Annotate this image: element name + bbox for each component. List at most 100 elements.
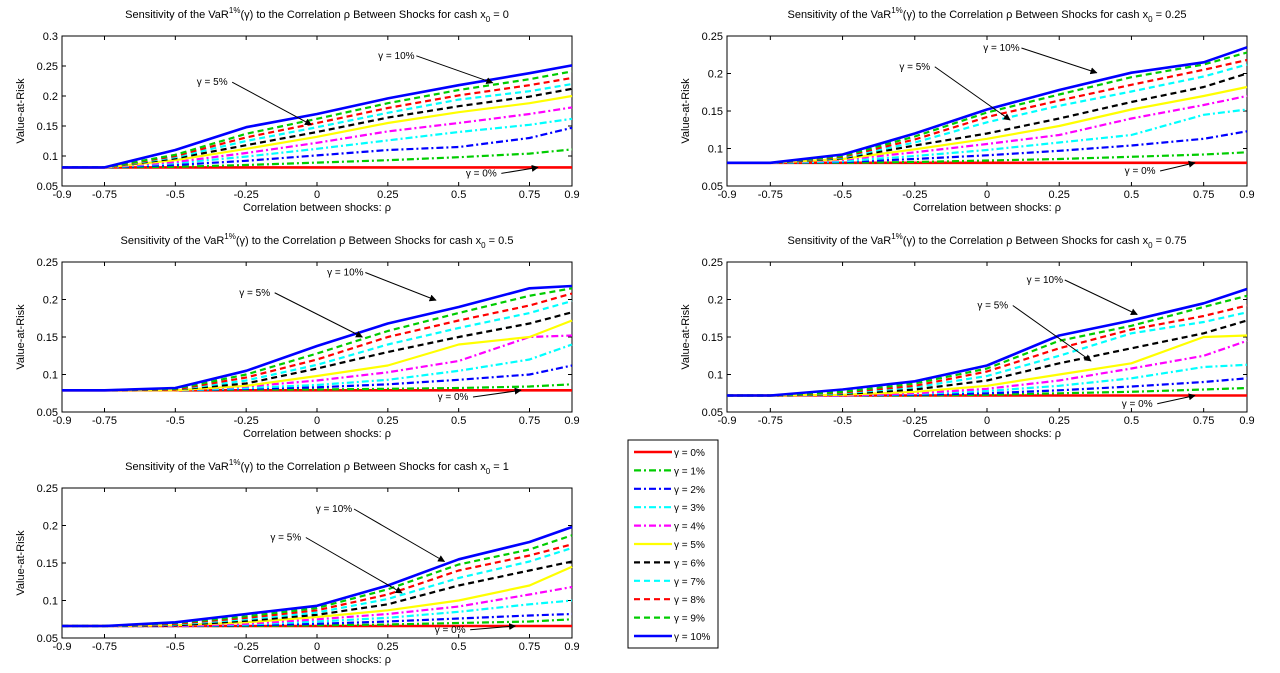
series-line-gamma-5 (727, 85, 1248, 164)
x-tick-label: 0.25 (377, 415, 398, 427)
chart-title: Sensitivity of the VaR1%(γ) to the Corre… (787, 6, 1186, 24)
x-tick-label: 0.5 (451, 189, 466, 201)
y-axis-label: Value-at-Risk (680, 78, 692, 144)
x-tick-label: -0.9 (53, 189, 72, 201)
series-line-gamma-9 (62, 70, 573, 169)
annotation-label: γ = 5% (270, 533, 301, 544)
y-tick-label: 0.25 (37, 483, 58, 495)
x-tick-label: 0 (314, 641, 320, 653)
y-tick-label: 0.05 (37, 407, 58, 419)
x-tick-label: -0.5 (166, 415, 185, 427)
series-line-gamma-10 (62, 525, 573, 628)
chart-title: Sensitivity of the VaR1%(γ) to the Corre… (787, 232, 1186, 250)
plot-area (726, 261, 1248, 413)
series-line-gamma-8 (727, 304, 1248, 397)
chart-title-suffix: = 0 (490, 9, 509, 21)
y-tick-label: 0.25 (702, 257, 723, 269)
x-tick-label: -0.9 (53, 641, 72, 653)
y-tick-label: 0.15 (37, 332, 58, 344)
x-tick-label: 0.9 (1239, 415, 1254, 427)
chart-title-sup: 1% (229, 458, 241, 467)
annotation-label: γ = 10% (378, 51, 415, 62)
chart-title-prefix: Sensitivity of the VaR (125, 461, 229, 473)
chart-title-sub: 0 (1148, 15, 1153, 24)
chart-title-suffix: = 0.5 (486, 235, 514, 247)
y-tick-label: 0.15 (37, 121, 58, 133)
annotation-arrow (305, 537, 403, 594)
subplot-3: -0.9 -0.75 -0.5 -0.25 0 0.25 0.5 0.75 0.9 0.05 0.1… (15, 232, 580, 440)
chart-title-sup: 1% (891, 232, 903, 241)
chart-title-prefix: Sensitivity of the VaR (121, 235, 225, 247)
chart-title: Sensitivity of the VaR1%(γ) to the Corre… (121, 232, 514, 250)
series-line-gamma-8 (62, 292, 573, 392)
x-tick-label: 0.9 (564, 641, 579, 653)
y-tick-label: 0.05 (37, 633, 58, 645)
x-tick-label: -0.75 (92, 189, 117, 201)
x-tick-label: 0.5 (451, 415, 466, 427)
chart-title-sub: 0 (486, 15, 491, 24)
chart-title-sup: 1% (224, 232, 236, 241)
x-tick-label: -0.5 (833, 415, 852, 427)
series-line-gamma-4 (727, 94, 1248, 164)
x-tick-label: 0.5 (1124, 415, 1139, 427)
x-tick-label: 0.25 (1049, 415, 1070, 427)
chart-title-suffix: = 0.25 (1153, 9, 1187, 21)
x-tick-label: -0.75 (758, 415, 783, 427)
subplot-2: -0.9 -0.75 -0.5 -0.25 0 0.25 0.5 0.75 0.9 0.05 0.1… (680, 6, 1255, 214)
x-tick-label: 0.75 (519, 641, 540, 653)
chart-title-mid: (γ) to the Correlation ρ Between Shocks … (903, 235, 1149, 247)
series-line-gamma-7 (727, 63, 1248, 164)
y-tick-label: 0.1 (708, 144, 723, 156)
chart-title: Sensitivity of the VaR1%(γ) to the Corre… (125, 458, 509, 476)
annotation-label: γ = 0% (466, 168, 497, 179)
annotation-label: γ = 5% (197, 77, 228, 88)
annotation-arrow (1064, 279, 1138, 315)
legend-entry: γ = 9% (674, 614, 705, 625)
series-line-gamma-7 (62, 299, 573, 392)
x-tick-label: -0.25 (234, 189, 259, 201)
annotation-label: γ = 0% (1122, 399, 1153, 410)
series-line-gamma-6 (727, 319, 1248, 397)
x-tick-label: 0.25 (377, 641, 398, 653)
y-axis-label: Value-at-Risk (680, 304, 692, 370)
y-axis-label: Value-at-Risk (15, 530, 27, 596)
legend-entry: γ = 4% (674, 522, 705, 533)
y-tick-label: 0.1 (708, 370, 723, 382)
y-tick-label: 0.2 (708, 69, 723, 81)
y-axis-label: Value-at-Risk (15, 78, 27, 144)
y-tick-label: 0.2 (708, 295, 723, 307)
y-tick-label: 0.15 (37, 558, 58, 570)
legend-entry: γ = 2% (674, 485, 705, 496)
series-line-gamma-1 (727, 386, 1248, 397)
annotation-label: γ = 10% (327, 268, 364, 279)
x-tick-label: 0 (984, 189, 990, 201)
series-line-gamma-9 (727, 51, 1248, 164)
x-axis-label: Correlation between shocks: ρ (243, 428, 391, 440)
x-tick-label: -0.75 (92, 641, 117, 653)
annotation-arrow (416, 55, 494, 84)
annotation-arrow (1157, 393, 1196, 405)
x-tick-label: -0.25 (234, 641, 259, 653)
series-line-gamma-5 (727, 334, 1248, 397)
y-tick-label: 0.25 (37, 257, 58, 269)
x-tick-label: -0.25 (902, 189, 927, 201)
y-axis-label: Value-at-Risk (15, 304, 27, 370)
annotation-arrow (365, 272, 437, 302)
x-axis-label: Correlation between shocks: ρ (913, 202, 1061, 214)
y-tick-label: 0.2 (43, 91, 58, 103)
chart-title-suffix: = 1 (490, 461, 509, 473)
series-line-gamma-7 (62, 546, 573, 628)
series-line-gamma-2 (727, 377, 1248, 397)
subplot-5: -0.9 -0.75 -0.5 -0.25 0 0.25 0.5 0.75 0.9 0.05 0.1… (15, 458, 580, 666)
series-line-gamma-6 (727, 72, 1248, 164)
x-tick-label: 0.75 (1193, 189, 1214, 201)
x-tick-label: 0 (314, 415, 320, 427)
y-tick-label: 0.2 (43, 521, 58, 533)
x-axis-label: Correlation between shocks: ρ (913, 428, 1061, 440)
chart-title-sub: 0 (1148, 241, 1153, 250)
legend: γ = 0% γ = 1% γ = 2% γ = 3% γ = 4% γ = 5% γ = … (627, 439, 719, 649)
y-tick-label: 0.25 (37, 61, 58, 73)
x-tick-label: 0 (984, 415, 990, 427)
chart-title-mid: (γ) to the Correlation ρ Between Shocks … (240, 461, 486, 473)
